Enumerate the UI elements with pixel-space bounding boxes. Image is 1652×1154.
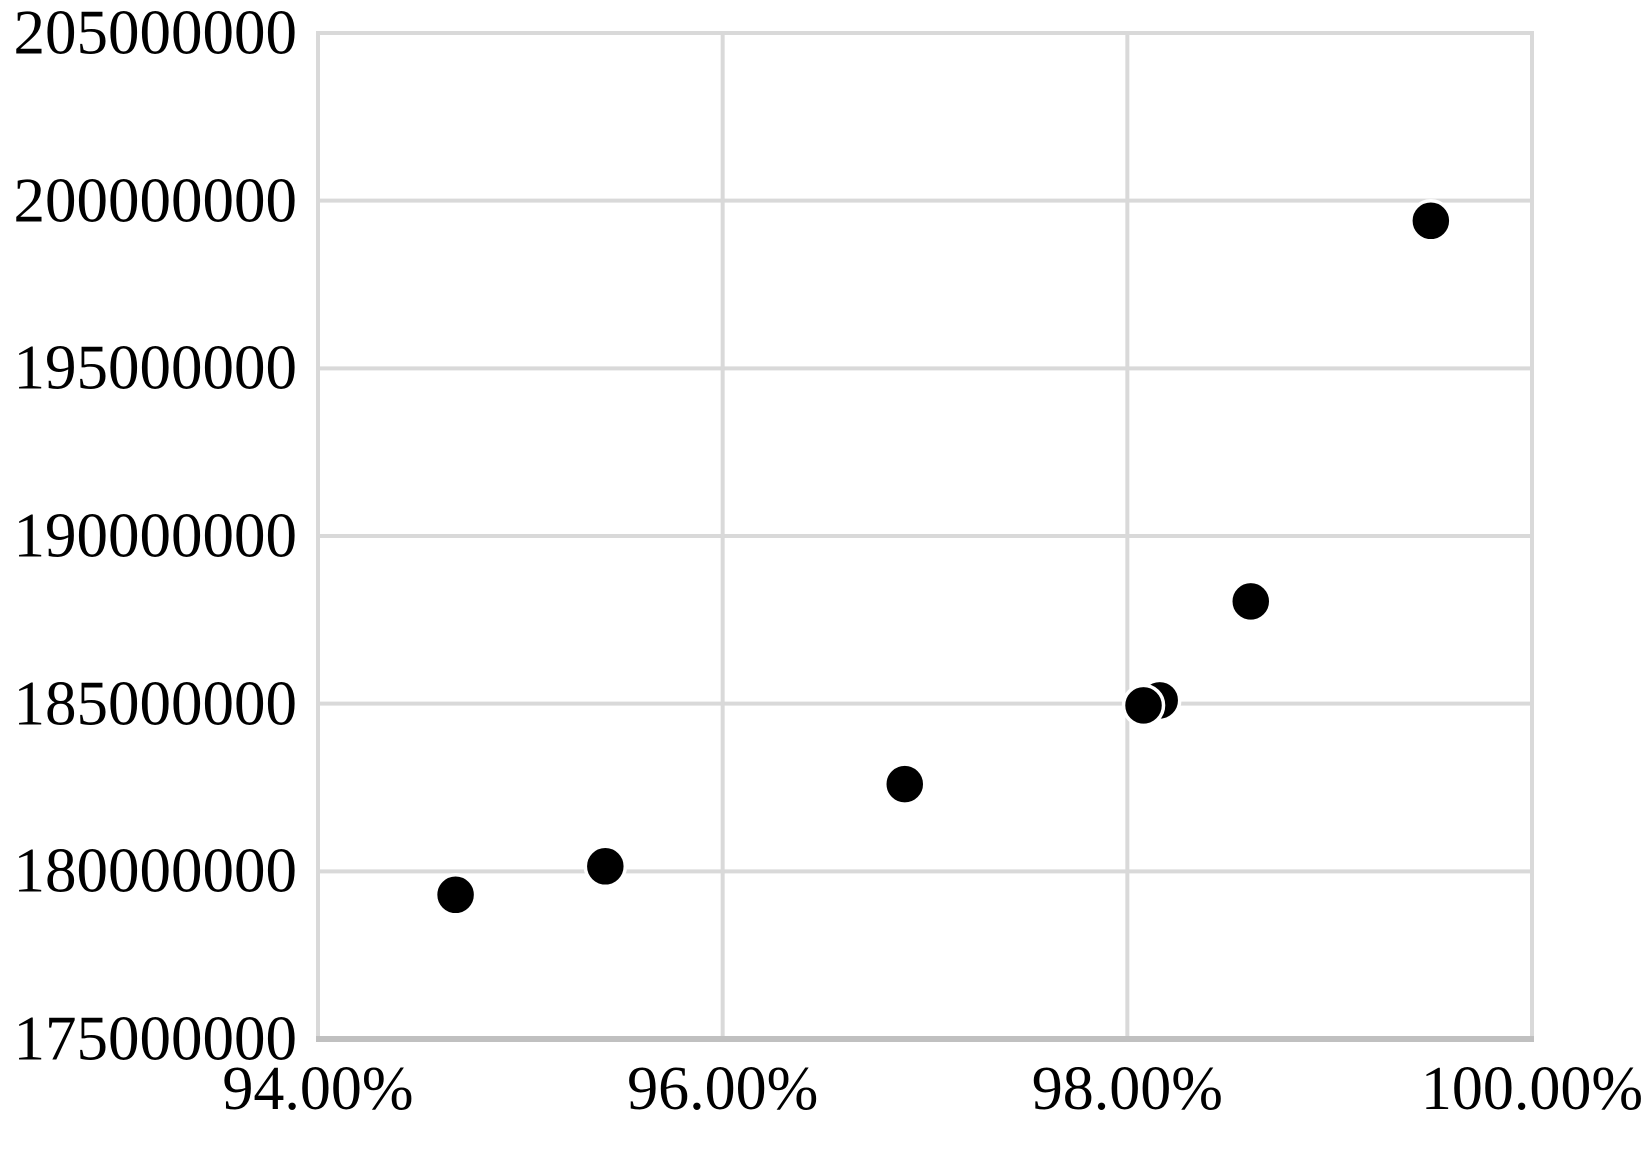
data-point [1229,579,1273,624]
plot-area [316,31,1534,1042]
data-point [433,873,478,917]
y-tick-label: 185000000 [13,668,298,739]
data-point [583,844,628,889]
y-tick-label: 200000000 [13,165,298,236]
y-tick-label: 195000000 [13,332,298,403]
x-tick-label: 100.00% [1420,1055,1644,1123]
x-tick-label: 94.00% [222,1055,414,1123]
y-tick-label: 180000000 [13,835,298,906]
plot-canvas [316,31,1534,1042]
y-tick-label: 205000000 [13,0,298,68]
y-tick-label: 175000000 [13,1003,298,1074]
y-tick-label: 190000000 [13,500,298,571]
x-tick-label: 98.00% [1031,1055,1223,1123]
data-point [883,762,927,806]
data-point [1409,199,1453,243]
data-point [1121,683,1166,728]
x-tick-label: 96.00% [627,1055,819,1123]
